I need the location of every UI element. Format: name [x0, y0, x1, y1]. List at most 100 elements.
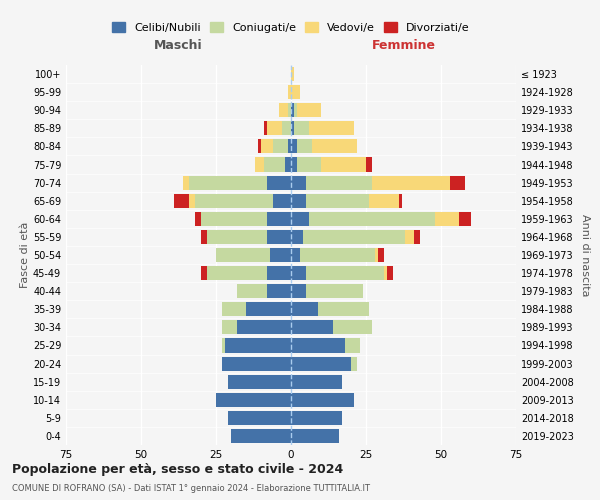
- Bar: [291, 266, 393, 280]
- Bar: [291, 356, 357, 370]
- Bar: [258, 140, 291, 153]
- Bar: [183, 176, 291, 190]
- Bar: [231, 429, 291, 443]
- Bar: [231, 429, 291, 443]
- Bar: [291, 429, 339, 443]
- Bar: [291, 103, 294, 118]
- Bar: [291, 194, 399, 208]
- Bar: [201, 212, 291, 226]
- Bar: [228, 411, 291, 425]
- Bar: [222, 302, 291, 316]
- Bar: [291, 230, 405, 244]
- Bar: [231, 429, 291, 443]
- Bar: [195, 194, 291, 208]
- Bar: [228, 411, 291, 425]
- Bar: [267, 122, 291, 136]
- Bar: [291, 230, 303, 244]
- Bar: [291, 284, 306, 298]
- Bar: [291, 411, 342, 425]
- Bar: [291, 411, 342, 425]
- Bar: [291, 212, 435, 226]
- Bar: [291, 338, 360, 352]
- Bar: [291, 284, 363, 298]
- Bar: [279, 103, 291, 118]
- Bar: [291, 320, 333, 334]
- Bar: [291, 320, 372, 334]
- Bar: [291, 194, 306, 208]
- Bar: [291, 248, 300, 262]
- Bar: [228, 374, 291, 388]
- Bar: [291, 338, 360, 352]
- Bar: [291, 158, 297, 172]
- Bar: [222, 320, 291, 334]
- Bar: [255, 158, 291, 172]
- Bar: [291, 429, 339, 443]
- Bar: [291, 411, 342, 425]
- Bar: [216, 248, 291, 262]
- Bar: [291, 429, 339, 443]
- Bar: [291, 302, 318, 316]
- Bar: [222, 356, 291, 370]
- Bar: [237, 284, 291, 298]
- Bar: [291, 248, 378, 262]
- Bar: [222, 338, 291, 352]
- Bar: [207, 266, 291, 280]
- Bar: [291, 158, 372, 172]
- Bar: [291, 356, 357, 370]
- Bar: [255, 158, 291, 172]
- Bar: [291, 140, 297, 153]
- Bar: [291, 356, 351, 370]
- Bar: [174, 194, 291, 208]
- Bar: [216, 248, 291, 262]
- Bar: [291, 122, 354, 136]
- Bar: [201, 230, 291, 244]
- Bar: [195, 212, 291, 226]
- Bar: [291, 176, 306, 190]
- Bar: [237, 284, 291, 298]
- Bar: [222, 338, 291, 352]
- Bar: [291, 85, 300, 99]
- Bar: [288, 140, 291, 153]
- Text: Maschi: Maschi: [154, 40, 203, 52]
- Bar: [288, 85, 291, 99]
- Bar: [291, 103, 297, 118]
- Bar: [237, 320, 291, 334]
- Bar: [291, 122, 354, 136]
- Bar: [261, 140, 291, 153]
- Y-axis label: Fasce di età: Fasce di età: [20, 222, 30, 288]
- Bar: [291, 140, 357, 153]
- Bar: [282, 122, 291, 136]
- Bar: [285, 158, 291, 172]
- Bar: [228, 411, 291, 425]
- Bar: [267, 284, 291, 298]
- Bar: [291, 140, 357, 153]
- Bar: [291, 302, 369, 316]
- Bar: [291, 392, 354, 407]
- Bar: [201, 266, 291, 280]
- Bar: [222, 356, 291, 370]
- Bar: [216, 248, 291, 262]
- Bar: [216, 392, 291, 407]
- Bar: [291, 302, 369, 316]
- Bar: [216, 392, 291, 407]
- Bar: [228, 411, 291, 425]
- Bar: [216, 392, 291, 407]
- Legend: Celibi/Nubili, Coniugati/e, Vedovi/e, Divorziati/e: Celibi/Nubili, Coniugati/e, Vedovi/e, Di…: [108, 18, 474, 37]
- Bar: [291, 374, 342, 388]
- Bar: [270, 248, 291, 262]
- Bar: [291, 374, 342, 388]
- Bar: [291, 212, 309, 226]
- Y-axis label: Anni di nascita: Anni di nascita: [580, 214, 590, 296]
- Bar: [291, 140, 312, 153]
- Bar: [237, 284, 291, 298]
- Bar: [264, 122, 291, 136]
- Bar: [228, 374, 291, 388]
- Bar: [291, 266, 387, 280]
- Bar: [291, 411, 342, 425]
- Bar: [291, 374, 342, 388]
- Bar: [291, 392, 354, 407]
- Bar: [222, 338, 291, 352]
- Bar: [267, 230, 291, 244]
- Bar: [222, 320, 291, 334]
- Bar: [288, 103, 291, 118]
